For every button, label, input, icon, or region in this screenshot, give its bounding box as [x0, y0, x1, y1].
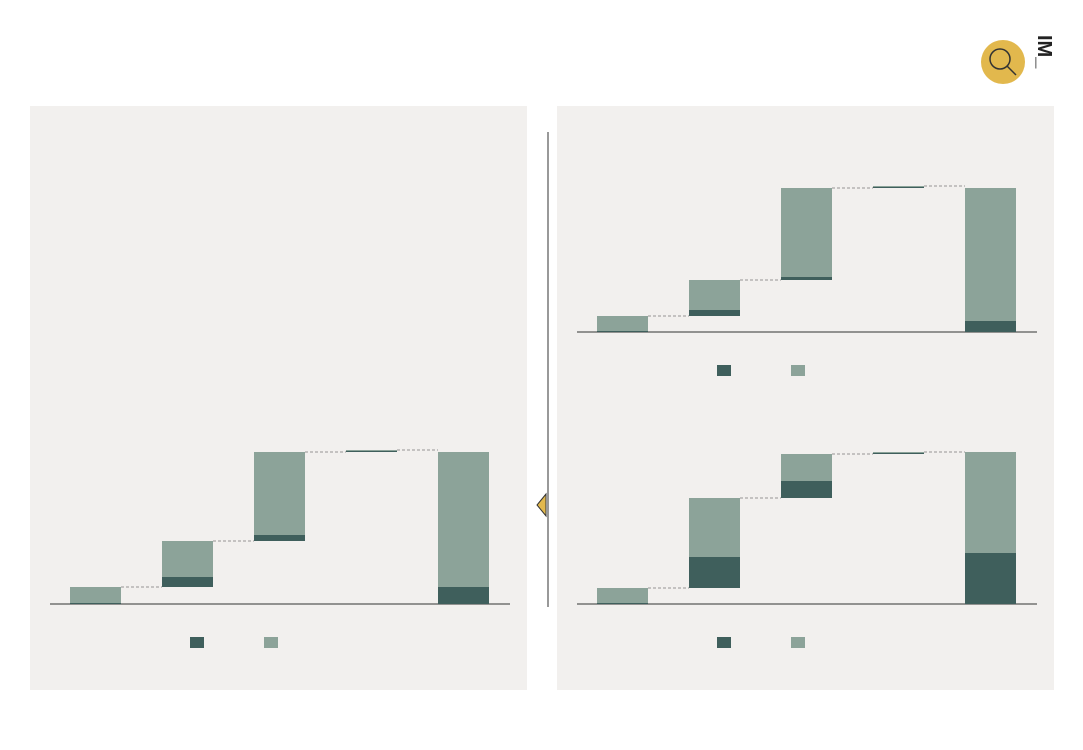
bar-segment [781, 277, 832, 280]
bar-segment [70, 603, 121, 604]
bar-segment [162, 577, 213, 587]
bar-segment [689, 280, 740, 310]
bar-segment [873, 452, 924, 453]
bar-segment [597, 603, 648, 604]
bar-segment [873, 453, 924, 454]
bar-segment [781, 481, 832, 498]
bar-segment [597, 331, 648, 332]
bar-segment [965, 321, 1016, 332]
bar-segment [689, 310, 740, 316]
bar-segment [781, 188, 832, 277]
divider-handle[interactable] [536, 492, 547, 518]
logo: IM_ [1033, 35, 1055, 69]
bar-segment [254, 535, 305, 541]
bar-segment [346, 451, 397, 452]
bar-segment [781, 454, 832, 481]
bar-segment [346, 450, 397, 451]
bar-segment [597, 316, 648, 331]
bar-segment [254, 452, 305, 535]
legend-swatch [717, 637, 731, 648]
bar-segment [965, 553, 1016, 604]
legend-swatch [791, 637, 805, 648]
search-button[interactable] [981, 40, 1025, 84]
bar-segment [873, 187, 924, 188]
legend-swatch [791, 365, 805, 376]
legend-swatch [264, 637, 278, 648]
legend-swatch [717, 365, 731, 376]
bar-segment [873, 186, 924, 187]
bar-segment [965, 452, 1016, 553]
bar-segment [689, 557, 740, 588]
bar-segment [438, 587, 489, 604]
legend-swatch [190, 637, 204, 648]
bar-segment [689, 498, 740, 557]
bar-segment [162, 541, 213, 577]
bar-segment [438, 452, 489, 587]
bar-segment [965, 188, 1016, 321]
bar-segment [70, 587, 121, 603]
bar-segment [597, 588, 648, 603]
